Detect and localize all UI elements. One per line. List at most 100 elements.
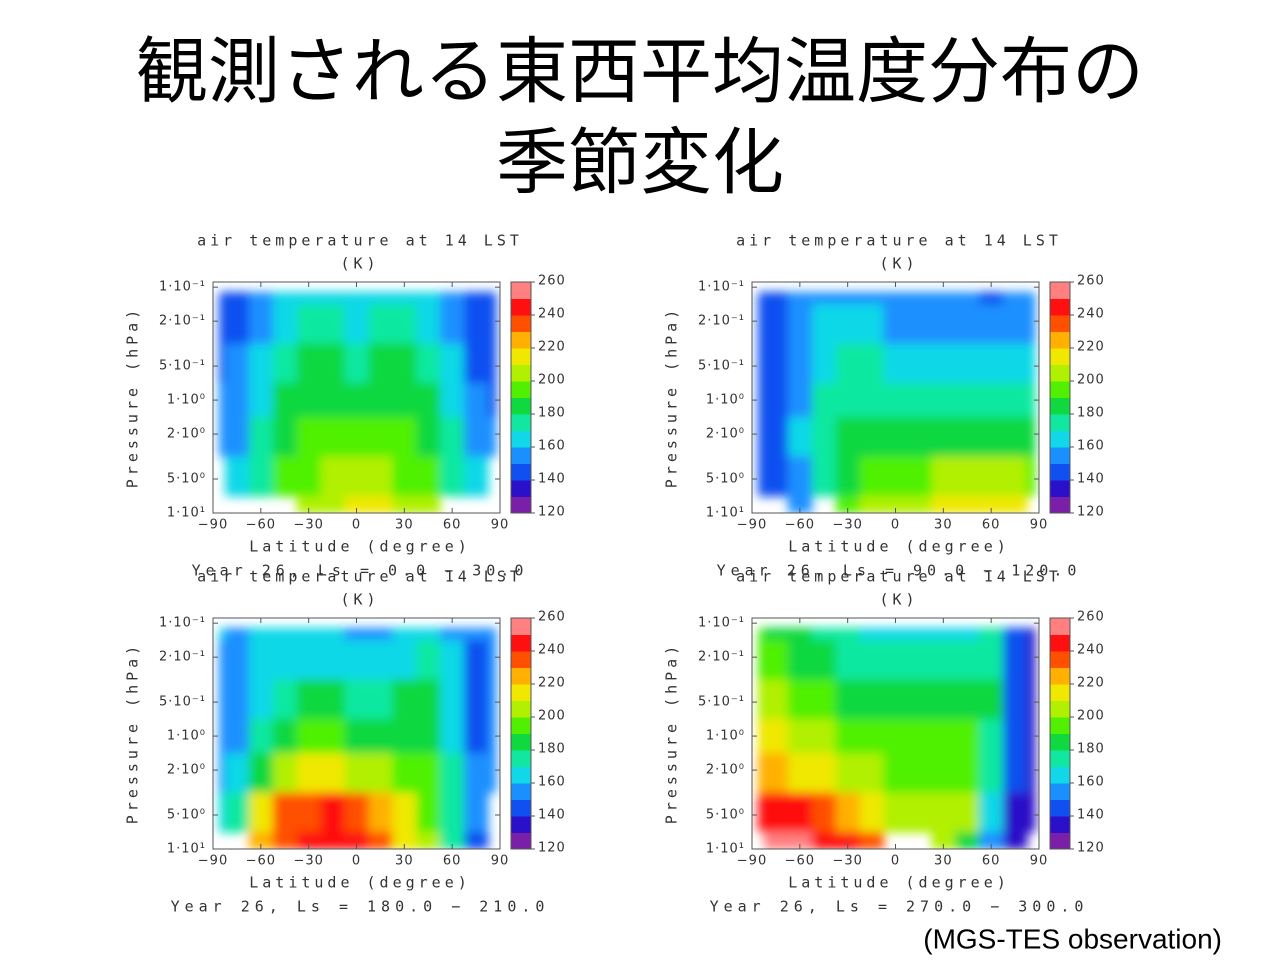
temperature-cell [320,417,346,458]
colorbar-band [511,463,531,481]
temperature-cell [955,832,980,849]
x-tick-label: −90 [737,854,767,869]
temperature-cell [416,304,441,345]
temperature-cell [464,304,489,345]
temperature-cell [979,640,1004,681]
temperature-cell [464,719,489,754]
y-tick-label: 5·10⁰ [167,472,206,487]
temperature-cell [1003,628,1028,641]
temperature-cell [488,383,497,418]
temperature-cell [248,719,274,754]
temperature-cell [931,383,956,418]
x-axis-label: Latitude (degree) [249,874,471,892]
temperature-cell [368,496,393,513]
temperature-cell [931,456,956,497]
colorbar-tick-label: 240 [538,643,566,658]
temperature-cell [464,753,489,794]
temperature-cell [758,753,765,794]
colorbar-band [511,331,531,349]
x-tick-label: 30 [395,854,414,869]
temperature-cell [296,383,322,418]
temperature-cell [1003,832,1028,849]
temperature-cell [835,640,861,681]
temperature-cell [883,628,908,641]
temperature-cell [488,417,497,458]
temperature-cell [907,343,932,384]
temperature-cell [1003,719,1028,754]
temperature-cell [392,832,417,849]
temperature-cell [296,343,322,384]
temperature-cell [859,832,885,849]
temperature-cell [296,792,322,833]
temperature-cell [416,292,441,305]
colorbar-band [1050,496,1070,514]
temperature-cell [416,679,441,720]
temperature-cell [811,719,837,754]
panel-title: (K) [340,255,379,273]
temperature-cell [758,417,765,458]
temperature-cell [811,679,837,720]
temperature-cell [320,640,346,681]
temperature-cell [368,753,393,794]
temperature-cell [907,304,932,345]
temperature-cell [835,679,861,720]
temperature-cell [787,496,813,513]
colorbar-band [1050,430,1070,448]
temperature-cell [488,753,497,794]
temperature-cell [344,496,369,513]
colorbar-band [511,364,531,382]
temperature-cell [272,640,298,681]
temperature-cell [763,304,789,345]
slide-title: 観測される東西平均温度分布の [136,30,1144,114]
temperature-cell [883,417,908,458]
temperature-cell [464,832,489,849]
temperature-cell [931,832,956,849]
temperature-cell [787,628,813,641]
temperature-cell [368,628,393,641]
y-tick-label: 1·10⁻¹ [698,280,745,295]
colorbar-band [1050,315,1070,332]
colorbar-band [1050,733,1070,751]
temperature-cell [859,640,885,681]
colorbar-band [1050,480,1070,497]
colorbar-tick-label: 220 [1077,676,1105,691]
temperature-cell [1003,679,1028,720]
temperature-cell [248,792,274,833]
temperature-cell [787,292,813,305]
x-axis-label: Latitude (degree) [788,874,1010,892]
temperature-cell [296,832,322,849]
temperature-cell [248,679,274,720]
temperature-cell [224,383,250,418]
temperature-cell [931,496,956,513]
colorbar-band [1050,364,1070,382]
temperature-cell [979,383,1004,418]
temperature-cell [763,628,789,641]
temperature-cell [835,496,861,513]
colorbar-band [511,430,531,448]
y-axis-label: Pressure (hPa) [663,642,681,824]
panel: air temperature at 14 LST (K) −90 −60 −30 0 30… [663,232,1104,580]
colorbar-band [1050,414,1070,431]
y-tick-label: 1·10¹ [706,842,745,857]
temperature-cell [248,292,274,305]
temperature-cell [931,417,956,458]
y-tick-label: 5·10⁻¹ [698,359,745,374]
temperature-cell [219,417,226,458]
temperature-cell [416,640,441,681]
colorbar-band [511,799,531,817]
colorbar-tick-label: 200 [1077,709,1105,724]
temperature-cell [440,456,465,497]
temperature-cell [1027,417,1036,458]
temperature-cell [883,383,908,418]
temperature-cell [859,628,885,641]
temperature-cell [763,679,789,720]
temperature-cell [859,383,885,418]
temperature-cell [272,343,298,384]
colorbar-band [511,282,531,299]
temperature-cell [979,719,1004,754]
colorbar-band [1050,463,1070,481]
y-tick-label: 5·10⁻¹ [698,695,745,710]
temperature-cell [416,753,441,794]
temperature-cell [219,383,226,418]
colorbar-band [511,667,531,685]
